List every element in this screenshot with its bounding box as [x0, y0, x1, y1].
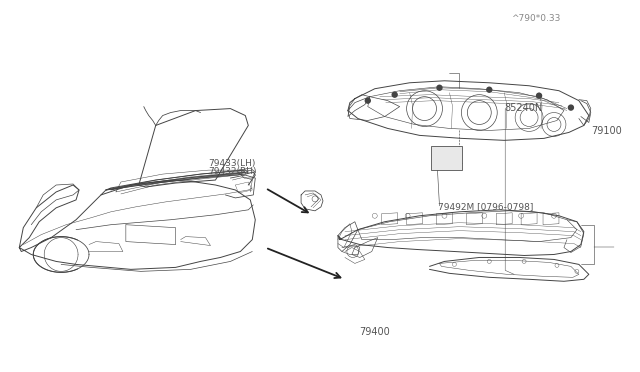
Text: 79100: 79100 — [591, 126, 621, 136]
Text: 79492M [0796-0798]: 79492M [0796-0798] — [438, 202, 533, 211]
Bar — [431, 146, 462, 170]
Circle shape — [392, 92, 397, 97]
Text: 79400: 79400 — [360, 327, 390, 337]
Text: 79432(RH): 79432(RH) — [209, 167, 257, 176]
Circle shape — [568, 105, 573, 110]
Text: 85240N: 85240N — [505, 103, 543, 113]
Circle shape — [437, 85, 442, 90]
Circle shape — [536, 93, 541, 98]
Circle shape — [487, 87, 492, 92]
Text: ^790*0.33: ^790*0.33 — [511, 13, 561, 22]
Text: 79433(LH): 79433(LH) — [209, 159, 256, 169]
Circle shape — [365, 98, 371, 103]
